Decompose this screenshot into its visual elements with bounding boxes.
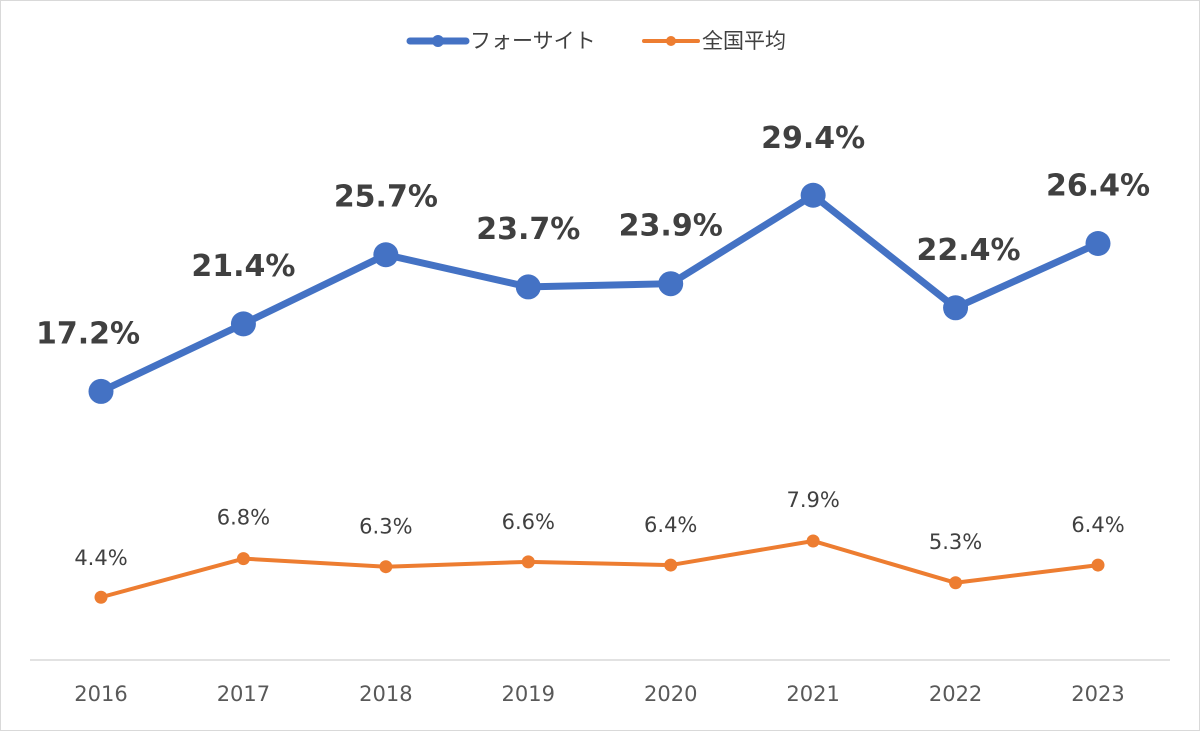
data-point: [664, 558, 678, 572]
legend-item-series-1: 全国平均: [642, 29, 786, 53]
data-point: [373, 242, 399, 268]
data-point: [943, 295, 969, 321]
data-label: 29.4%: [761, 121, 865, 156]
data-label: 5.3%: [929, 530, 982, 554]
series-line-0: [97, 191, 1102, 395]
x-tick-label: 2018: [359, 682, 412, 706]
series-national-average: 4.4% 6.8% 6.3% 6.6% 6.4% 7.9% 5.3% 6.4%: [74, 488, 1125, 604]
x-tick-label: 2019: [502, 682, 555, 706]
data-label: 6.3%: [359, 515, 412, 539]
legend-label-series-1: 全国平均: [702, 29, 786, 53]
legend-marker-series-0: [432, 35, 444, 47]
data-label: 6.6%: [502, 510, 555, 534]
series-labels-0: 17.2% 21.4% 25.7% 23.7% 23.9% 29.4% 22.4…: [36, 121, 1150, 351]
x-tick-label: 2021: [786, 682, 839, 706]
data-label: 6.8%: [217, 506, 270, 530]
legend: フォーサイト 全国平均: [406, 29, 786, 53]
data-point: [521, 555, 535, 569]
series-points-0: [88, 182, 1111, 404]
x-tick-label: 2017: [217, 682, 270, 706]
data-point: [949, 576, 963, 590]
x-tick-label: 2016: [74, 682, 127, 706]
data-point: [1085, 230, 1111, 256]
x-tick-label: 2020: [644, 682, 697, 706]
data-label: 22.4%: [917, 233, 1021, 268]
legend-label-series-0: フォーサイト: [470, 29, 596, 53]
data-label: 25.7%: [334, 180, 438, 215]
data-label: 6.4%: [644, 513, 697, 537]
data-point: [806, 534, 820, 548]
series-points-1: [94, 534, 1105, 604]
data-point: [230, 311, 256, 337]
series-line-1: [99, 538, 1100, 600]
data-point: [236, 552, 250, 566]
x-tick-label: 2022: [929, 682, 982, 706]
data-label: 6.4%: [1071, 513, 1124, 537]
x-axis-ticks: 2016 2017 2018 2019 2020 2021 2022 2023: [74, 682, 1124, 706]
data-label: 23.7%: [476, 212, 580, 247]
x-tick-label: 2023: [1071, 682, 1124, 706]
data-point: [88, 378, 114, 404]
data-label: 4.4%: [74, 546, 127, 570]
data-point: [658, 271, 684, 297]
data-point: [379, 560, 393, 574]
legend-marker-series-1: [666, 36, 676, 46]
data-point: [1091, 558, 1105, 572]
data-label: 17.2%: [36, 316, 140, 351]
data-point: [515, 274, 541, 300]
data-point: [800, 182, 826, 208]
data-point: [94, 590, 108, 604]
series-labels-1: 4.4% 6.8% 6.3% 6.6% 6.4% 7.9% 5.3% 6.4%: [74, 488, 1124, 570]
series-foresight: 17.2% 21.4% 25.7% 23.7% 23.9% 29.4% 22.4…: [36, 121, 1150, 404]
data-label: 26.4%: [1046, 168, 1150, 203]
data-label: 21.4%: [191, 249, 295, 284]
legend-item-series-0: フォーサイト: [406, 29, 596, 53]
data-label: 7.9%: [786, 488, 839, 512]
data-label: 23.9%: [619, 209, 723, 244]
